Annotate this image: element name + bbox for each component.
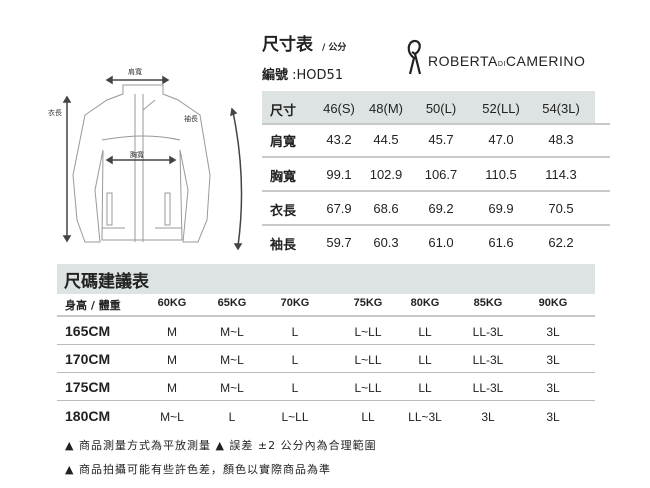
row-divider	[57, 372, 595, 373]
row-divider	[57, 344, 595, 345]
size-table-cell: 61.6	[488, 235, 514, 250]
code-value: :HOD51	[292, 68, 344, 83]
weight-header: 75KG	[353, 297, 383, 309]
size-table-cell: 69.9	[488, 201, 514, 216]
recommend-table-title: 尺碼建議表	[64, 272, 149, 292]
weight-header: 70KG	[280, 297, 310, 309]
brand-name: ROBERTADICAMERINO	[428, 53, 585, 69]
weight-header: 90KG	[538, 297, 568, 309]
row-divider	[57, 400, 595, 401]
recommended-size-cell: M	[167, 381, 177, 395]
recommended-size-cell: M	[167, 353, 177, 367]
size-table-cell: 60.3	[373, 235, 399, 250]
size-table-header: 48(M)	[369, 101, 403, 116]
brand-name-di: DI	[497, 61, 506, 68]
weight-header: 80KG	[410, 297, 440, 309]
recommended-size-cell: L~LL	[354, 325, 382, 339]
recommended-size-cell: M	[167, 325, 177, 339]
size-table-cell: 45.7	[428, 132, 454, 147]
size-table-cell: 102.9	[369, 167, 403, 182]
recommended-size-cell: LL	[418, 381, 432, 395]
height-label: 170CM	[65, 351, 111, 367]
recommended-size-cell: M~L	[220, 381, 244, 395]
size-table-cell: 106.7	[424, 167, 458, 182]
recommended-size-cell: M~L	[220, 353, 244, 367]
page-title: 尺寸表	[262, 35, 313, 55]
size-table-row-label: 袖長	[270, 238, 297, 253]
length-label: 衣長	[48, 109, 62, 117]
size-table-row-label: 胸寬	[270, 170, 297, 185]
unit-label: / 公分	[322, 43, 347, 53]
size-table-header-band	[262, 91, 595, 123]
weight-header: 85KG	[473, 297, 503, 309]
height-label: 165CM	[65, 323, 111, 339]
recommend-table-band	[57, 264, 595, 294]
size-table-cell: 62.2	[548, 235, 574, 250]
size-table-cell: 43.2	[326, 132, 352, 147]
recommended-size-cell: L	[291, 381, 299, 395]
recommended-size-cell: LL	[418, 353, 432, 367]
size-table-header-label: 尺寸	[270, 104, 297, 119]
recommended-size-cell: L~LL	[281, 410, 309, 424]
size-table-header: 54(3L)	[542, 101, 580, 116]
size-table-cell: 61.0	[428, 235, 454, 250]
size-table-cell: 68.6	[373, 201, 399, 216]
recommended-size-cell: M~L	[220, 325, 244, 339]
row-divider	[57, 315, 595, 317]
code-label: 編號	[262, 68, 289, 83]
recommended-size-cell: 3L	[546, 353, 560, 367]
size-table-row-label: 肩寬	[270, 135, 297, 150]
recommended-size-cell: LL-3L	[472, 325, 504, 339]
size-table-cell: 47.0	[488, 132, 514, 147]
recommended-size-cell: LL-3L	[472, 381, 504, 395]
product-code: 編號 :HOD51	[262, 64, 343, 83]
row-divider	[262, 156, 610, 158]
recommended-size-cell: L	[291, 325, 299, 339]
shoulder-label: 肩寬	[128, 68, 142, 76]
height-label: 175CM	[65, 379, 111, 395]
size-table-cell: 114.3	[545, 167, 577, 182]
recommended-size-cell: LL	[418, 325, 432, 339]
recommended-size-cell: LL	[361, 410, 375, 424]
chest-label: 胸寬	[130, 151, 144, 159]
brand-name-part2: CAMERINO	[505, 53, 586, 69]
recommended-size-cell: 3L	[546, 381, 560, 395]
size-table-cell: 59.7	[326, 235, 352, 250]
size-table-row-label: 衣長	[270, 204, 297, 219]
recommended-size-cell: M~L	[160, 410, 184, 424]
brand-logo-icon	[407, 39, 422, 75]
recommended-size-cell: L	[228, 410, 236, 424]
recommended-size-cell: 3L	[481, 410, 495, 424]
row-divider	[262, 123, 610, 125]
size-table-cell: 70.5	[548, 201, 574, 216]
size-table-cell: 48.3	[548, 132, 574, 147]
weight-header: 60KG	[157, 297, 187, 309]
note-measurement: ▲ 商品測量方式為平放測量 ▲ 誤差 ±2 公分內為合理範圍	[65, 439, 377, 452]
brand-name-part1: ROBERTA	[428, 53, 498, 69]
sleeve-label: 袖長	[184, 115, 198, 123]
height-label: 180CM	[65, 408, 111, 424]
note-color: ▲ 商品拍攝可能有些許色差，顏色以實際商品為準	[65, 463, 331, 476]
recommended-size-cell: 3L	[546, 410, 560, 424]
size-table-cell: 99.1	[326, 167, 352, 182]
recommended-size-cell: L	[291, 353, 299, 367]
row-divider	[262, 224, 610, 226]
recommend-table-corner: 身高 / 體重	[65, 299, 121, 312]
recommended-size-cell: LL~3L	[408, 410, 442, 424]
size-table-header: 52(LL)	[482, 101, 520, 116]
row-divider	[262, 190, 610, 192]
size-table-header: 46(S)	[323, 101, 355, 116]
size-table-header: 50(L)	[425, 101, 457, 116]
size-table-cell: 67.9	[326, 201, 352, 216]
size-table-cell: 44.5	[373, 132, 399, 147]
recommended-size-cell: L~LL	[354, 353, 382, 367]
size-table-cell: 69.2	[428, 201, 454, 216]
recommended-size-cell: LL-3L	[472, 353, 504, 367]
size-table-cell: 110.5	[485, 167, 517, 182]
weight-header: 65KG	[217, 297, 247, 309]
recommended-size-cell: L~LL	[354, 381, 382, 395]
jacket-diagram	[62, 75, 243, 250]
recommended-size-cell: 3L	[546, 325, 560, 339]
